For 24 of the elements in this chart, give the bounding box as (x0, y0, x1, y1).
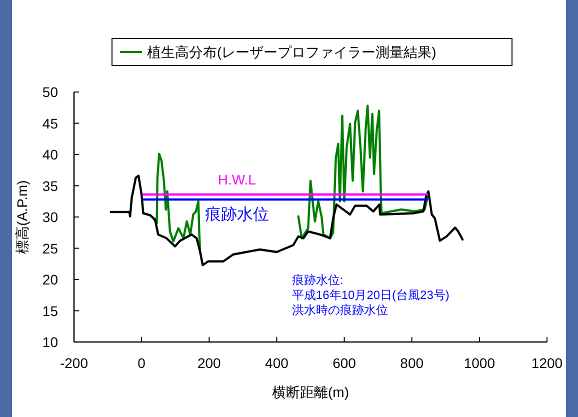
legend: 植生高分布(レーザープロファイラー測量結果) (112, 38, 512, 66)
x-tick-label: 400 (265, 355, 289, 371)
y-tick-label: 35 (42, 178, 58, 194)
series-label: 痕跡水位 (204, 206, 269, 224)
annotation: 痕跡水位: 平成16年10月20日(台風23号) 洪水時の痕跡水位 (292, 273, 450, 317)
x-tick-label: 800 (400, 355, 424, 371)
x-axis-title: 横断距離(m) (272, 384, 349, 400)
y-tick-label: 30 (42, 209, 58, 225)
x-tick-label: -200 (60, 355, 88, 371)
x-tick-label: 600 (332, 355, 356, 371)
series-label: H.W.L (218, 172, 256, 188)
x-tick-label: 200 (197, 355, 222, 371)
x-tick-label: 1200 (531, 355, 563, 371)
y-tick-label: 40 (42, 146, 58, 162)
y-tick-label: 15 (42, 302, 58, 319)
y-tick-label: 50 (42, 84, 58, 100)
y-axis-title: 標高(A.P.m) (14, 180, 30, 254)
y-tick-label: 20 (42, 272, 58, 288)
legend-label: 植生高分布(レーザープロファイラー測量結果) (147, 44, 436, 60)
y-tick-label: 45 (42, 115, 58, 132)
x-tick-label: 1000 (464, 355, 496, 371)
y-tick-label: 10 (42, 334, 58, 350)
y-tick-label: 25 (42, 240, 58, 256)
x-tick-label: 0 (138, 355, 146, 371)
